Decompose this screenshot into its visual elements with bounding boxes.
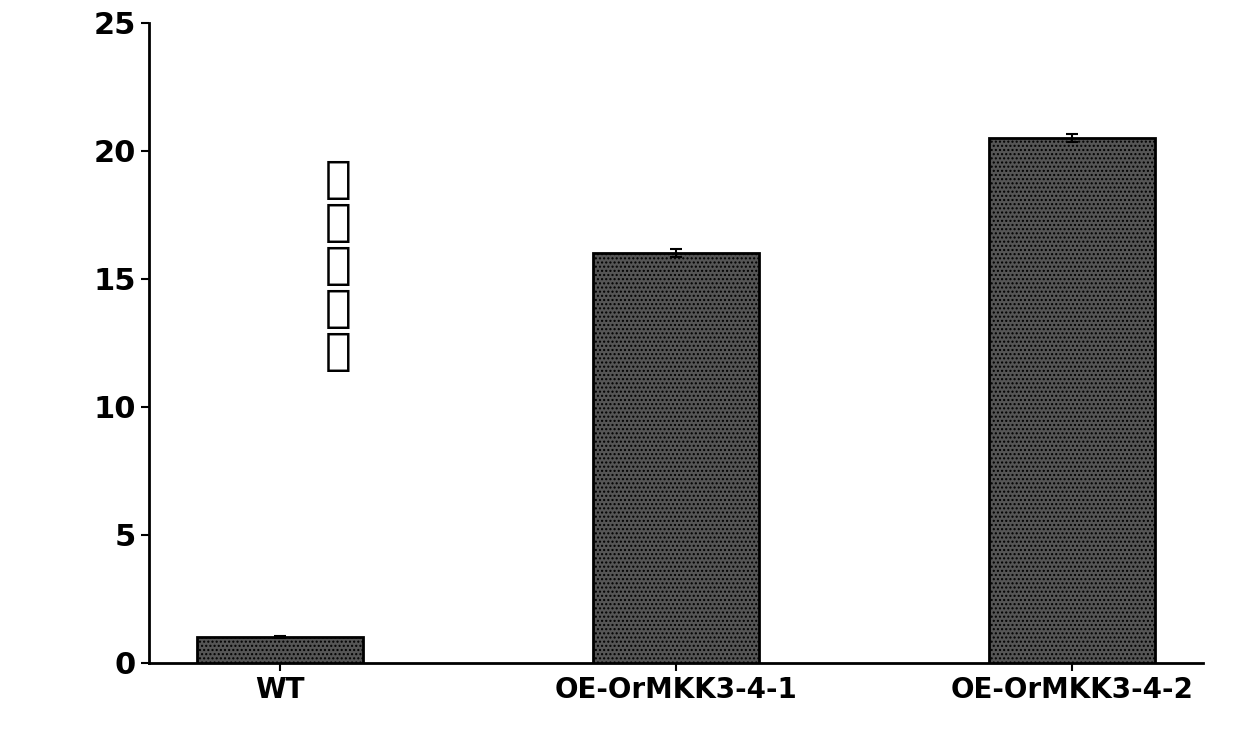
Bar xyxy=(197,637,363,663)
Bar xyxy=(593,253,759,663)
Bar xyxy=(988,138,1154,663)
Text: 相
对
表
达
量: 相 对 表 达 量 xyxy=(325,158,352,373)
